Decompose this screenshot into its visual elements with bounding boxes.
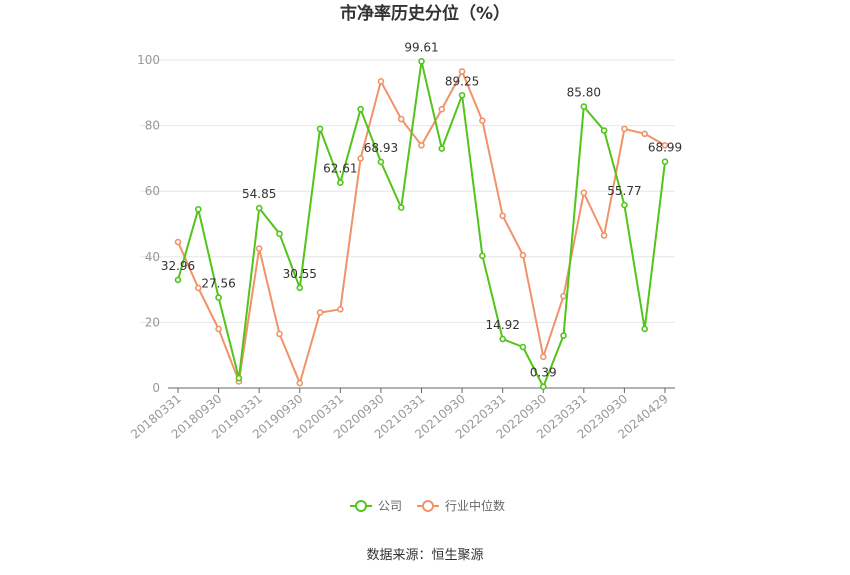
- y-tick-label: 0: [152, 381, 160, 395]
- data-point: [539, 353, 547, 361]
- data-label: 89.25: [445, 74, 479, 88]
- data-point: [479, 252, 486, 260]
- data-point: [296, 284, 304, 292]
- axes: 0204060801002018033120180930201903312019…: [128, 53, 675, 442]
- data-point: [499, 335, 506, 343]
- data-point: [357, 105, 364, 113]
- data-point: [174, 276, 182, 284]
- data-point: [194, 284, 202, 292]
- data-label: 85.80: [567, 86, 601, 100]
- data-point: [174, 238, 182, 246]
- data-point: [539, 383, 547, 391]
- data-point: [560, 332, 567, 339]
- data-point: [316, 125, 324, 133]
- data-point: [580, 189, 588, 197]
- data-point: [641, 325, 649, 333]
- series-line-1: [177, 70, 666, 385]
- series-layer: [174, 57, 669, 391]
- data-point: [438, 105, 446, 113]
- data-point: [377, 158, 385, 166]
- data-label: 27.56: [201, 277, 235, 291]
- data-point: [458, 91, 466, 99]
- data-point: [661, 141, 669, 149]
- legend-label: 公司: [378, 499, 402, 513]
- data-point: [337, 179, 344, 186]
- data-label: 54.85: [242, 187, 276, 201]
- legend-marker: [422, 500, 434, 512]
- data-point: [377, 78, 385, 85]
- data-label: 55.77: [607, 184, 641, 198]
- data-point: [235, 374, 243, 382]
- y-tick-label: 20: [145, 315, 160, 329]
- source-note: 数据来源：恒生聚源: [366, 548, 483, 563]
- data-point: [499, 212, 506, 220]
- data-point: [397, 115, 405, 123]
- data-point: [357, 155, 364, 162]
- data-label: 32.96: [161, 259, 195, 273]
- chart-title: 市净率历史分位（%）: [340, 3, 510, 24]
- data-point: [397, 204, 405, 211]
- data-point: [215, 325, 222, 333]
- data-label: 14.92: [485, 318, 519, 332]
- legend-item-0[interactable]: 公司: [350, 499, 402, 513]
- data-point: [255, 204, 263, 212]
- data-point: [600, 127, 608, 134]
- legend-label: 行业中位数: [445, 498, 505, 513]
- legend-item-1[interactable]: 行业中位数: [417, 498, 505, 513]
- data-point: [296, 379, 304, 387]
- data-point: [580, 103, 588, 110]
- data-point: [438, 145, 446, 152]
- legend-marker: [355, 500, 367, 512]
- data-label: 62.61: [323, 162, 357, 176]
- data-label: 0.39: [530, 366, 557, 380]
- data-label: 68.99: [648, 141, 682, 155]
- data-point: [215, 294, 222, 301]
- gridlines: [140, 59, 675, 323]
- data-point: [519, 343, 527, 351]
- data-point: [600, 232, 608, 239]
- data-label: 99.61: [404, 40, 438, 54]
- data-label: 30.55: [283, 267, 317, 281]
- data-point: [661, 158, 669, 166]
- data-point: [519, 251, 527, 259]
- data-point: [560, 292, 567, 300]
- data-point: [479, 117, 486, 124]
- data-label: 68.93: [364, 141, 398, 155]
- data-point: [621, 201, 628, 209]
- data-point: [641, 130, 649, 138]
- series-line-0: [177, 60, 666, 388]
- legend: 公司 行业中位数: [350, 498, 505, 513]
- data-point: [621, 125, 628, 133]
- data-point: [194, 205, 202, 213]
- data-point: [337, 305, 344, 313]
- data-point: [458, 68, 466, 75]
- data-point: [255, 245, 263, 252]
- data-point: [276, 330, 283, 338]
- data-labels: 32.96 27.56 54.85 30.55 62.61 68.93 99.61 89.25…: [161, 40, 682, 379]
- y-tick-label: 80: [145, 119, 160, 133]
- data-point: [276, 230, 283, 238]
- data-point: [418, 57, 425, 65]
- data-point: [418, 141, 425, 149]
- y-tick-label: 40: [145, 250, 160, 264]
- data-point: [316, 309, 324, 316]
- y-tick-label: 100: [137, 53, 160, 67]
- y-tick-label: 60: [145, 184, 160, 198]
